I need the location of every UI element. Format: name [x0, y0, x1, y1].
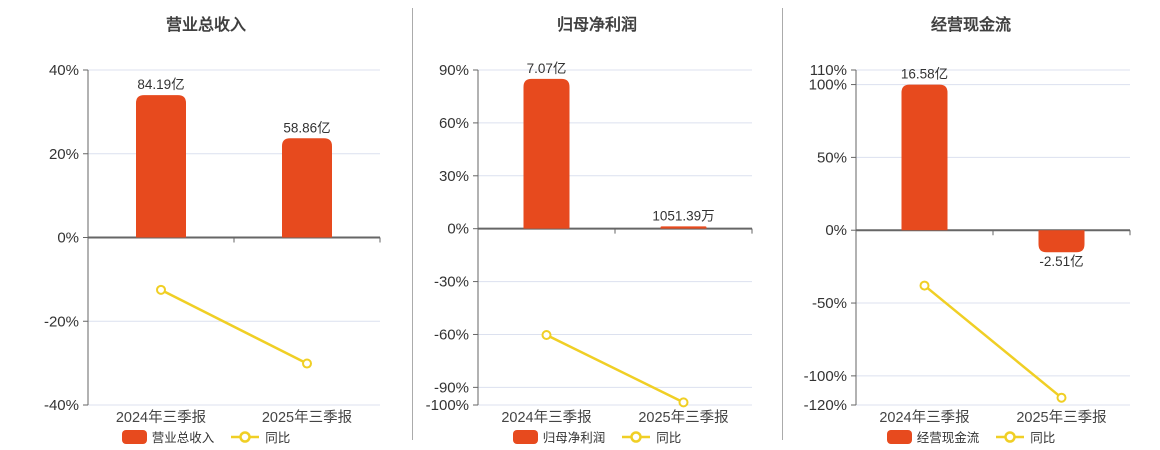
x-axis-label: 2024年三季报: [115, 410, 207, 426]
y-axis-label: -90%: [434, 379, 469, 396]
yoy-point: [678, 397, 689, 408]
y-axis-label: 40%: [49, 62, 79, 79]
revenue-bar-1: [282, 138, 332, 238]
panel-net-profit: 归母净利润 90% 60% 30% 0% -30% -60% -90% -100% 7.07亿 1…: [412, 0, 782, 450]
line-series-label: 同比: [656, 431, 682, 445]
line-series-marker-icon: [622, 430, 651, 443]
y-axis-label: -50%: [812, 295, 847, 312]
bar-series-swatch-icon: [512, 429, 538, 444]
y-axis-label: -30%: [434, 274, 469, 291]
legend-item-line[interactable]: 同比: [230, 427, 290, 446]
bar-value-label: 84.19亿: [137, 77, 184, 92]
net-profit-plot: 90% 60% 30% 0% -30% -60% -90%-100% 7.07亿 1051.39…: [426, 61, 753, 414]
panel-divider: [412, 8, 413, 440]
panel-title: 经营现金流: [930, 17, 1011, 34]
y-axis-label: -40%: [44, 397, 79, 414]
line-series-label: 同比: [1030, 431, 1056, 445]
legend-item-line[interactable]: 同比: [621, 427, 681, 446]
panel-revenue: 营业总收入 40% 20% 0% -20% -40% 84.19亿 58.86亿 2024年…: [0, 0, 412, 450]
legend: 营业总收入 同比: [0, 427, 412, 446]
x-axis-label: 2024年三季报: [501, 410, 592, 426]
yoy-point: [1056, 392, 1067, 403]
yoy-line: [545, 333, 685, 404]
bar-series-swatch-icon: [121, 429, 147, 444]
net-profit-bar-1: [660, 226, 707, 229]
bar-series-label: 经营现金流: [916, 431, 980, 445]
line-series-marker-icon: [996, 430, 1025, 443]
x-axis-label: 2025年三季报: [1016, 410, 1107, 426]
net-profit-bar-0: [523, 78, 570, 229]
revenue-bar-0: [136, 95, 186, 238]
bar-value-label: 16.58亿: [901, 67, 948, 82]
y-axis-label: 0%: [825, 222, 847, 239]
yoy-point: [302, 358, 312, 369]
panel-operating-cash-flow: 经营现金流 110% 100% 50% 0% -50% -100% -120% 16.58亿 -…: [782, 0, 1160, 450]
y-axis-label: 110%: [810, 62, 847, 79]
y-axis-label: 20%: [49, 146, 79, 163]
operating-cash-flow-bar-1: [1038, 230, 1085, 253]
y-axis-label: 60%: [439, 115, 469, 132]
revenue-plot: 40% 20% 0% -20% -40% 84.19亿 58.86亿: [44, 62, 381, 414]
yoy-point: [541, 330, 552, 341]
operating-cash-flow-plot: 110%100% 50% 0% -50% -100% -120% 16.58亿 -2.51亿: [804, 62, 1131, 414]
bar-series-label: 归母净利润: [542, 431, 606, 445]
yoy-line: [923, 284, 1063, 399]
y-axis-label: -100%: [804, 368, 847, 385]
yoy-point: [919, 280, 930, 291]
line-series-label: 同比: [265, 431, 291, 445]
legend-item-line[interactable]: 同比: [995, 427, 1055, 446]
x-axis-label: 2025年三季报: [261, 410, 353, 426]
bar-value-label: 58.86亿: [283, 120, 330, 135]
bar-series-swatch-icon: [886, 429, 912, 444]
y-axis-label: -60%: [434, 326, 469, 343]
operating-cash-flow-bar-0: [901, 84, 948, 231]
bar-series-label: 营业总收入: [151, 431, 215, 445]
bar-value-label: -2.51亿: [1039, 254, 1083, 269]
bar-value-label: 1051.39万: [652, 208, 714, 223]
y-axis-label: -120%: [804, 397, 847, 414]
y-axis-label: -100%: [426, 397, 469, 414]
legend-item-bar[interactable]: 归母净利润: [512, 427, 606, 446]
x-axis-label: 2024年三季报: [879, 410, 970, 426]
legend-item-bar[interactable]: 经营现金流: [886, 427, 980, 446]
line-series-marker-icon: [231, 430, 260, 443]
yoy-point: [156, 284, 166, 295]
y-axis-label: 0%: [57, 230, 79, 247]
y-axis-label: -20%: [44, 313, 79, 330]
y-axis-label: 90%: [439, 62, 469, 79]
yoy-line: [160, 288, 308, 365]
legend: 经营现金流 同比: [782, 427, 1160, 446]
legend: 归母净利润 同比: [412, 427, 782, 446]
y-axis-label: 0%: [447, 221, 469, 238]
y-axis-label: 50%: [817, 149, 847, 166]
panel-title: 归母净利润: [556, 17, 637, 34]
panel-divider: [782, 8, 783, 440]
x-axis-label: 2025年三季报: [638, 410, 729, 426]
y-axis-label: 100%: [809, 77, 847, 94]
legend-item-bar[interactable]: 营业总收入: [121, 427, 215, 446]
panel-title: 营业总收入: [165, 17, 246, 34]
bar-value-label: 7.07亿: [527, 61, 567, 76]
y-axis-label: 30%: [439, 168, 469, 185]
